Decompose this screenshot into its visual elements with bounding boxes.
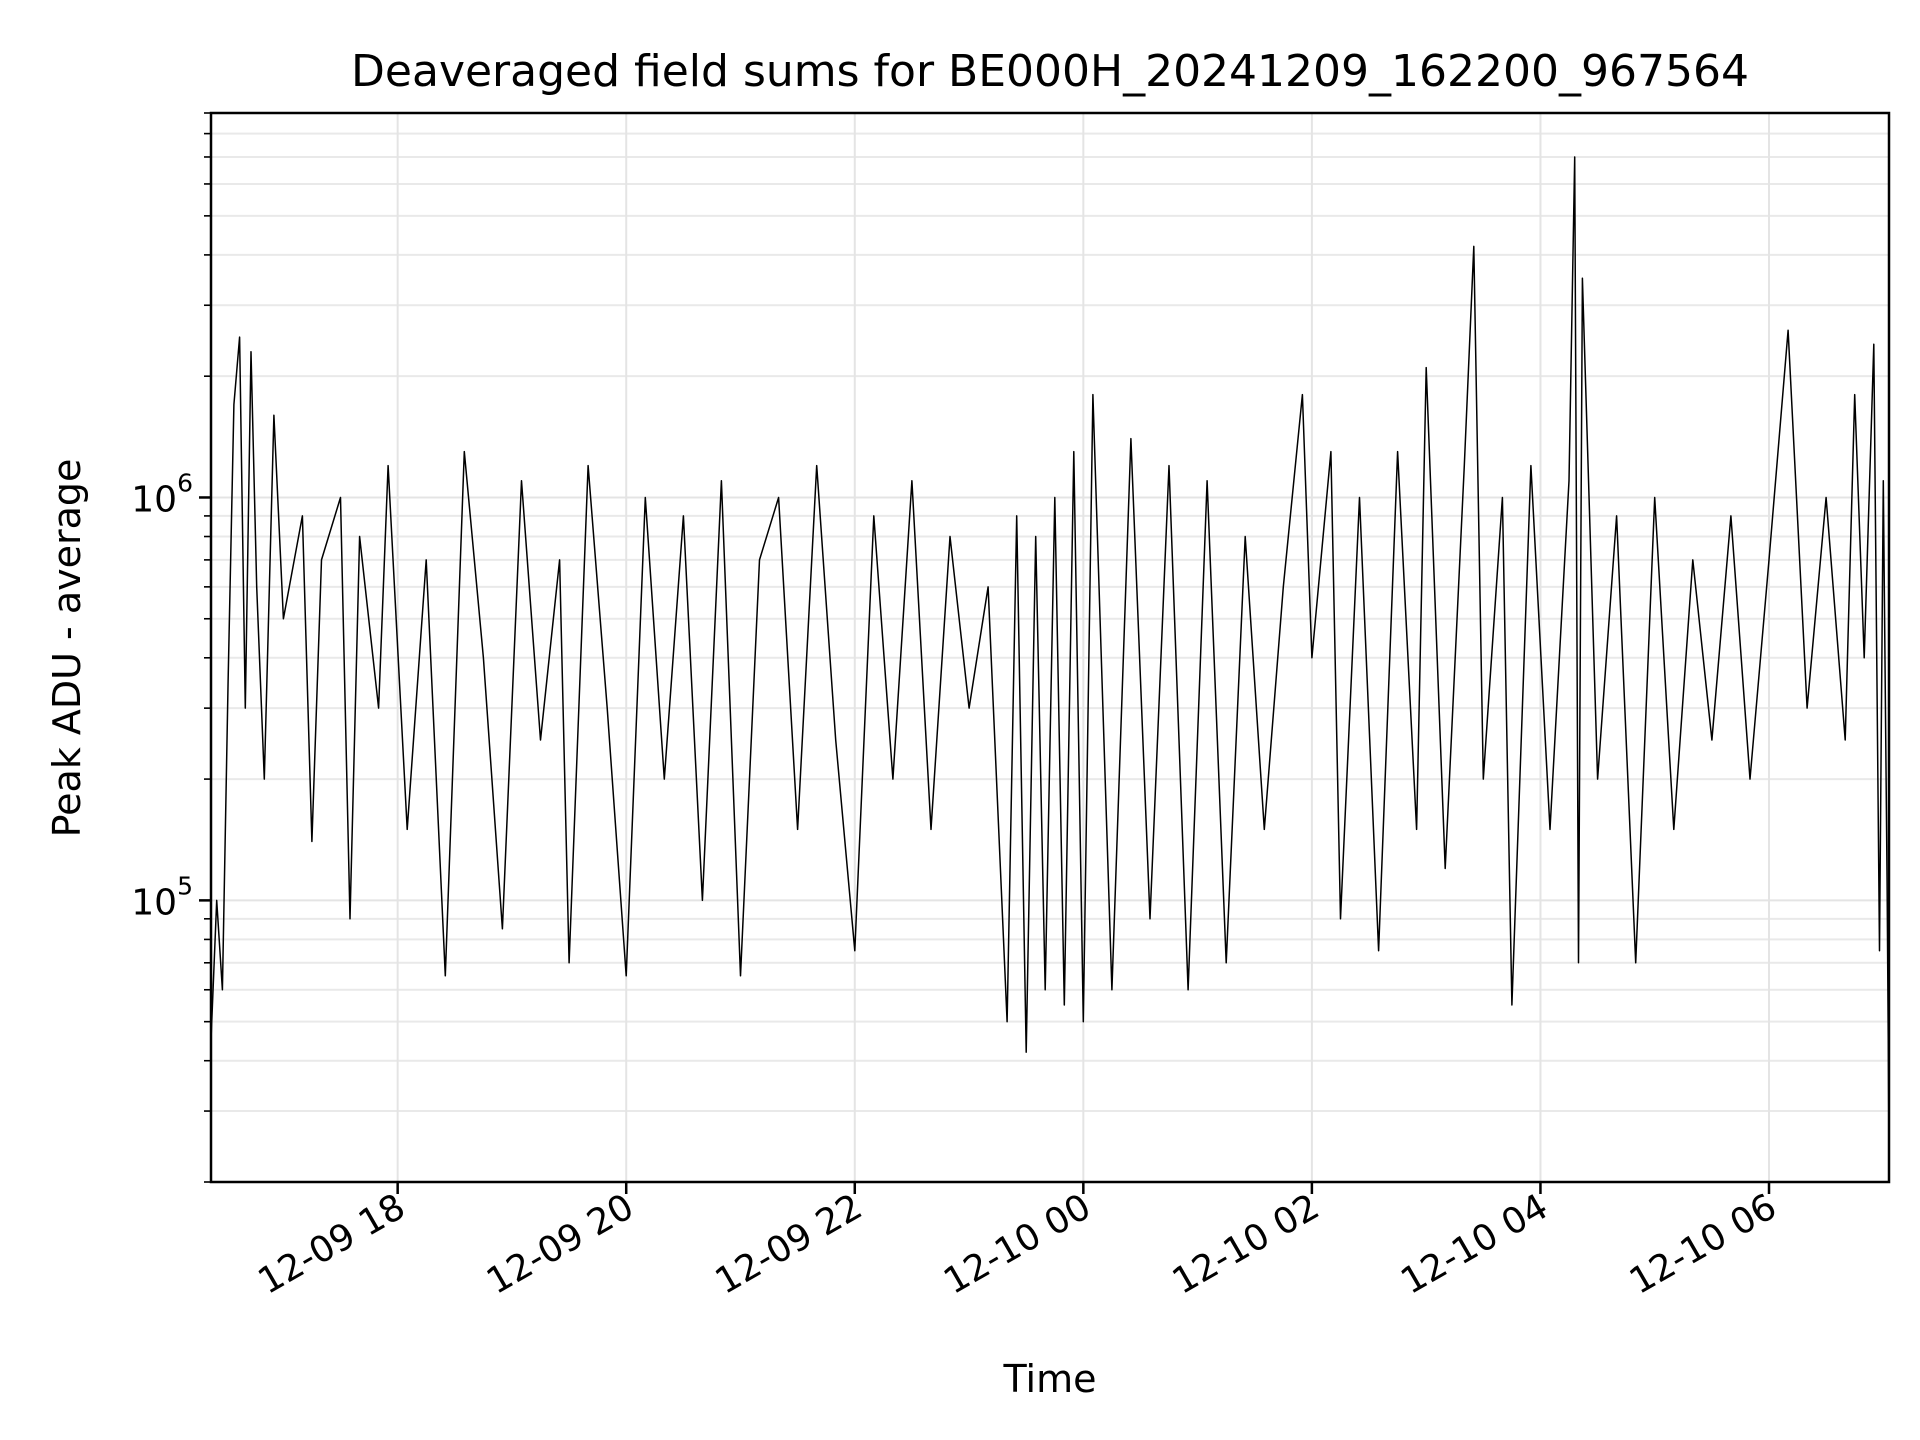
y-axis-label: Peak ADU - average	[45, 459, 89, 838]
plot-frame	[209, 111, 1891, 1184]
y-tick-label: 105	[131, 871, 193, 923]
x-tick-label: 12-09 22	[709, 1186, 870, 1302]
x-tick-label: 12-10 00	[937, 1186, 1098, 1302]
series-layer	[210, 156, 1890, 1144]
x-axis-label: Time	[1003, 1357, 1097, 1401]
grid	[211, 112, 1889, 1183]
x-tick-label: 12-09 18	[251, 1186, 412, 1302]
x-tick-label: 12-10 06	[1623, 1186, 1784, 1302]
x-tick-label: 12-09 20	[480, 1186, 641, 1302]
series-line	[210, 156, 1890, 1144]
chart-title: Deaveraged field sums for BE000H_2024120…	[351, 46, 1749, 97]
x-tick-label: 12-10 02	[1166, 1186, 1327, 1302]
y-tick-label: 106	[131, 468, 193, 520]
x-tick-label: 12-10 04	[1394, 1186, 1555, 1302]
